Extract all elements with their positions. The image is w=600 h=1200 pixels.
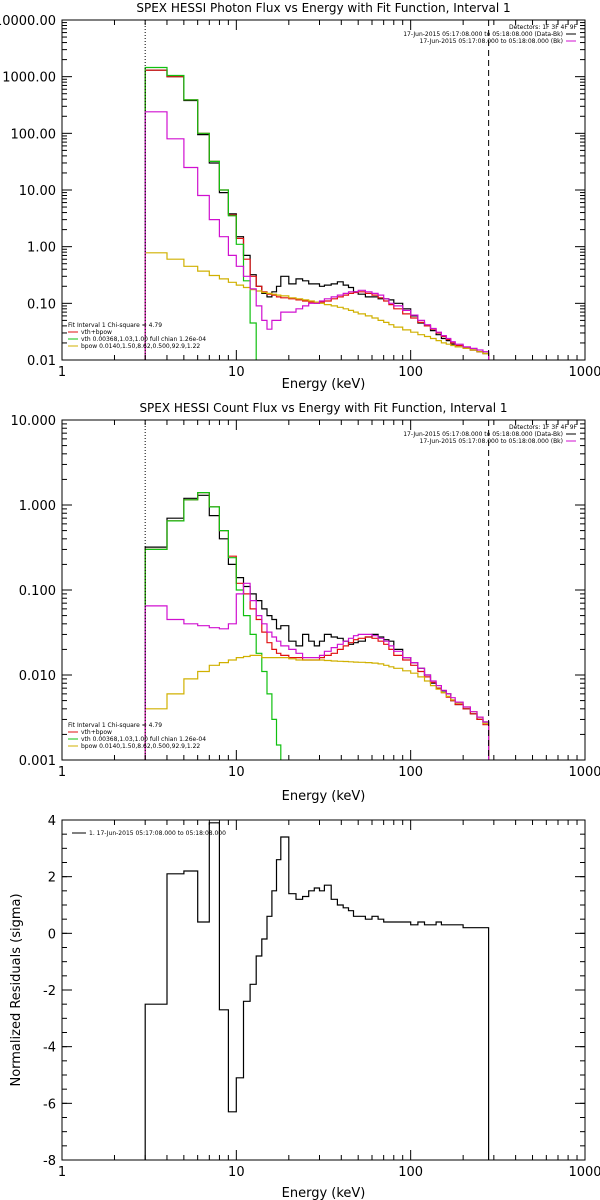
plot-frame [61, 19, 586, 361]
x-tick-label: 1000 [568, 1165, 600, 1180]
y-tick-label: -6 [43, 1097, 56, 1112]
y-tick-label: 10.000 [11, 414, 57, 429]
y-tick-label: 0 [48, 927, 56, 942]
legend-entry: vth 0.00368,1.03,1.00 full chian 1.26e-0… [81, 736, 206, 743]
x-axis-label: Energy (keV) [282, 1186, 366, 1200]
series-line-bkg [144, 111, 490, 360]
y-tick-label: 1.000 [19, 499, 56, 514]
chart-panel-3: 1 10 100 1000 -8 -6 -4 -2 0 2 4 Energy (keV) Normali… [9, 814, 600, 1200]
series-group [144, 66, 490, 360]
x-tick-label: 10 [228, 365, 245, 380]
series-line-vth [144, 66, 257, 360]
legend-entry: 17-Jun-2015 05:17:08.000 to 05:18:08.000… [403, 31, 563, 38]
series-line-bpow [144, 252, 490, 360]
series-group [144, 492, 490, 760]
y-tick-label: 1000.00 [2, 71, 56, 86]
x-tick-label: 100 [398, 365, 423, 380]
legend-entry: vth 0.00368,1.03,1.00 full chian 1.26e-0… [81, 336, 206, 343]
legend-entry: bpow 0.0140,1.50,8.62,0.500,92.9,1.22 [81, 343, 200, 350]
chart-panel-2: 1 10 100 1000 0.001 0.010 0.100 1.000 10.000 SPEX… [11, 401, 600, 804]
chi-square-label: Fit Interval 1 Chi-square = 4.79 [68, 322, 162, 329]
legend-entry: bpow 0.0140,1.50,8.62,0.500,92.9,1.22 [81, 743, 200, 750]
series-line-data [144, 494, 490, 760]
y-tick-label: 0.01 [27, 354, 56, 369]
series-line-total [144, 69, 490, 360]
y-tick-label: 4 [48, 814, 56, 829]
y-axis-label: Normalized Residuals (sigma) [9, 893, 24, 1086]
series-group [144, 822, 490, 1160]
y-tick-label: 1.00 [27, 241, 56, 256]
legend-entry: vth+bpow [81, 729, 112, 736]
y-tick-label: -4 [43, 1041, 56, 1056]
plot-frame [61, 819, 586, 1161]
legend-entry: 17-Jun-2015 05:17:08.000 to 05:18:08.000… [420, 38, 563, 45]
chart-title: SPEX HESSI Photon Flux vs Energy with Fi… [136, 1, 510, 15]
y-tick-label: 2 [48, 871, 56, 886]
x-tick-label: 10 [228, 1165, 245, 1180]
y-tick-label: -8 [43, 1154, 56, 1169]
x-axis-label: Energy (keV) [282, 377, 366, 392]
chart-title: SPEX HESSI Count Flux vs Energy with Fit… [139, 401, 507, 415]
x-tick-label: 10 [228, 765, 245, 780]
y-tick-label: 10.00 [19, 184, 56, 199]
x-tick-label: 1 [58, 765, 66, 780]
x-tick-label: 100 [398, 765, 423, 780]
x-tick-label: 100 [398, 1165, 423, 1180]
x-tick-label: 1 [58, 1165, 66, 1180]
y-tick-label: 0.10 [27, 297, 56, 312]
y-tick-label: -2 [43, 984, 56, 999]
y-tick-label: 10000.00 [0, 14, 56, 29]
x-tick-label: 1 [58, 365, 66, 380]
chart-panel-1: 1 10 100 1000 0.01 0.10 1.00 10.00 100.00 1000.00… [0, 1, 600, 392]
y-tick-label: 0.001 [19, 754, 56, 769]
series-line-data [144, 822, 490, 1160]
chi-square-label: Fit Interval 1 Chi-square = 4.79 [68, 722, 162, 729]
y-tick-label: 100.00 [11, 127, 57, 142]
x-tick-label: 1000 [568, 365, 600, 380]
plot-frame [61, 419, 586, 761]
x-axis-label: Energy (keV) [282, 789, 366, 804]
detectors-label: Detectors: 1F 3F 4F 9F [509, 424, 578, 431]
legend-entry: 1. 17-Jun-2015 05:17:08.000 to 05:18:08.… [89, 830, 226, 837]
series-line-data [144, 69, 490, 360]
series-line-total [144, 492, 490, 760]
y-tick-label: 0.010 [19, 669, 56, 684]
x-tick-label: 1000 [568, 765, 600, 780]
legend-entry: vth+bpow [81, 329, 112, 336]
series-line-bkg [144, 582, 490, 760]
series-line-bpow [144, 654, 490, 760]
legend-entry: 17-Jun-2015 05:17:08.000 to 05:18:08.000… [403, 431, 563, 438]
detectors-label: Detectors: 1F 3F 4F 9F [509, 24, 578, 31]
y-tick-label: 0.100 [19, 584, 56, 599]
legend-entry: 17-Jun-2015 05:17:08.000 to 05:18:08.000… [420, 438, 563, 445]
series-line-vth [144, 492, 282, 760]
